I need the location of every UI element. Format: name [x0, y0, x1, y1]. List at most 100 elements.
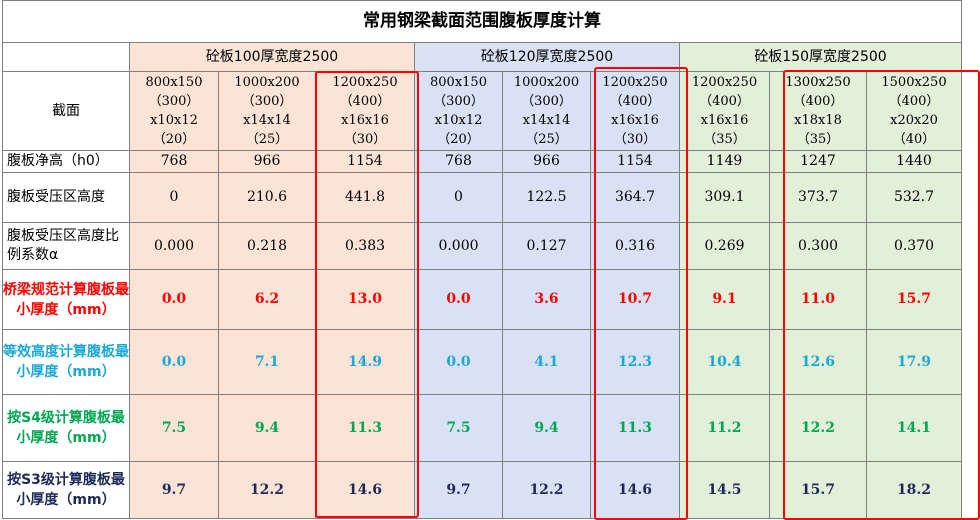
section-line: （30） [343, 132, 387, 147]
section-line: （25） [525, 132, 568, 147]
value-cell: 7.5 [129, 394, 219, 462]
section-cell: 800x150 （300） x10x12 （20） [129, 71, 219, 151]
section-cell: 1200x250 （400） x16x16 （30） [590, 71, 680, 151]
value-cell: 532.7 [866, 172, 962, 223]
group-header-row: 砼板100厚宽度2500 砼板120厚宽度2500 砼板150厚宽度2500 [2, 42, 962, 72]
group-header-1: 砼板100厚宽度2500 [129, 42, 415, 72]
value-cell: 12.6 [769, 329, 867, 395]
section-line: （400） [888, 94, 940, 109]
value-cell: 0.218 [218, 222, 316, 270]
value-cell: 9.4 [502, 394, 591, 462]
s3-row: 按S3级计算腹板最小厚度（mm） 9.7 12.2 14.6 9.7 12.2 14.6 14… [2, 461, 962, 519]
value-cell: 11.0 [769, 269, 867, 330]
value-cell: 11.3 [315, 394, 415, 462]
value-cell: 9.7 [414, 461, 503, 519]
value-cell: 966 [218, 150, 316, 173]
section-line: x18x18 [794, 113, 842, 128]
value-cell: 10.7 [590, 269, 680, 330]
value-cell: 18.2 [866, 461, 962, 519]
value-cell: 1247 [769, 150, 867, 173]
section-line: （400） [792, 94, 844, 109]
equiv-row: 等效高度计算腹板最小厚度（mm） 0.0 7.1 14.9 0.0 4.1 12.3 10.4… [2, 329, 962, 395]
section-line: x14x14 [243, 113, 291, 128]
section-line: （300） [148, 94, 200, 109]
section-cell: 1000x200 （300） x14x14 （25） [502, 71, 591, 151]
table-title: 常用钢梁截面范围腹板厚度计算 [2, 0, 962, 43]
section-line: （400） [339, 94, 391, 109]
value-cell: 15.7 [866, 269, 962, 330]
group-header-2: 砼板120厚宽度2500 [414, 42, 680, 72]
section-line: （300） [241, 94, 293, 109]
title-row: 常用钢梁截面范围腹板厚度计算 [2, 0, 962, 43]
h0-row: 腹板净高（h0） 768 966 1154 768 966 1154 1149 1247 1440 [2, 150, 962, 173]
value-cell: 7.5 [414, 394, 503, 462]
section-line: 1200x250 [332, 75, 398, 90]
value-cell: 364.7 [590, 172, 680, 223]
value-cell: 0.383 [315, 222, 415, 270]
value-cell: 9.4 [218, 394, 316, 462]
row-label: 等效高度计算腹板最小厚度（mm） [2, 329, 130, 395]
web-thickness-table: 常用钢梁截面范围腹板厚度计算 砼板100厚宽度2500 砼板120厚宽度2500… [2, 0, 962, 519]
value-cell: 17.9 [866, 329, 962, 395]
section-line: 800x150 [430, 75, 487, 90]
section-cell: 1500x250 （400） x20x20 （40） [866, 71, 962, 151]
value-cell: 373.7 [769, 172, 867, 223]
value-cell: 12.2 [218, 461, 316, 519]
section-line: 1000x200 [234, 75, 300, 90]
corner-cell [2, 42, 130, 72]
row-label: 按S3级计算腹板最小厚度（mm） [2, 461, 130, 519]
value-cell: 1440 [866, 150, 962, 173]
group-header-3: 砼板150厚宽度2500 [679, 42, 962, 72]
section-cell: 1000x200 （300） x14x14 （25） [218, 71, 316, 151]
section-line: （300） [521, 94, 572, 109]
value-cell: 12.3 [590, 329, 680, 395]
row-label: 腹板受压区高度比例系数α [2, 222, 130, 270]
value-cell: 0.269 [679, 222, 770, 270]
section-line: （300） [433, 94, 484, 109]
section-line: 800x150 [145, 75, 203, 90]
value-cell: 4.1 [502, 329, 591, 395]
row-label: 按S4级计算腹板最小厚度（mm） [2, 394, 130, 462]
value-cell: 768 [129, 150, 219, 173]
value-cell: 210.6 [218, 172, 316, 223]
value-cell: 1154 [315, 150, 415, 173]
section-line: （400） [699, 94, 750, 109]
value-cell: 0 [129, 172, 219, 223]
value-cell: 0.0 [129, 269, 219, 330]
section-line: （25） [245, 132, 289, 147]
section-line: 1200x250 [602, 75, 668, 90]
section-line: （400） [609, 94, 661, 109]
section-line: （35） [703, 132, 746, 147]
value-cell: 9.1 [679, 269, 770, 330]
value-cell: 14.5 [679, 461, 770, 519]
section-line: x16x16 [611, 113, 659, 128]
value-cell: 9.7 [129, 461, 219, 519]
section-line: x10x12 [150, 113, 198, 128]
bridge-row: 桥梁规范计算腹板最小厚度（mm） 0.0 6.2 13.0 0.0 3.6 10.7 9.1 1… [2, 269, 962, 330]
section-line: （20） [152, 132, 196, 147]
value-cell: 7.1 [218, 329, 316, 395]
value-cell: 122.5 [502, 172, 591, 223]
section-line: x20x20 [890, 113, 938, 128]
value-cell: 14.6 [315, 461, 415, 519]
section-line: x10x12 [434, 113, 483, 128]
value-cell: 0.370 [866, 222, 962, 270]
value-cell: 0.0 [129, 329, 219, 395]
section-cell: 1200x250 （400） x16x16 （35） [679, 71, 770, 151]
value-cell: 1154 [590, 150, 680, 173]
value-cell: 11.3 [590, 394, 680, 462]
value-cell: 6.2 [218, 269, 316, 330]
section-line: （20） [437, 132, 480, 147]
section-line: 1500x250 [881, 75, 947, 90]
section-line: （40） [892, 132, 936, 147]
row-label: 桥梁规范计算腹板最小厚度（mm） [2, 269, 130, 330]
section-cell: 800x150 （300） x10x12 （20） [414, 71, 503, 151]
comp-height-row: 腹板受压区高度 0 210.6 441.8 0 122.5 364.7 309.1 373.7 5… [2, 172, 962, 223]
value-cell: 0 [414, 172, 503, 223]
value-cell: 1149 [679, 150, 770, 173]
value-cell: 14.9 [315, 329, 415, 395]
value-cell: 0.0 [414, 269, 503, 330]
value-cell: 0.316 [590, 222, 680, 270]
row-label: 腹板净高（h0） [2, 150, 130, 173]
section-line: x14x14 [522, 113, 571, 128]
